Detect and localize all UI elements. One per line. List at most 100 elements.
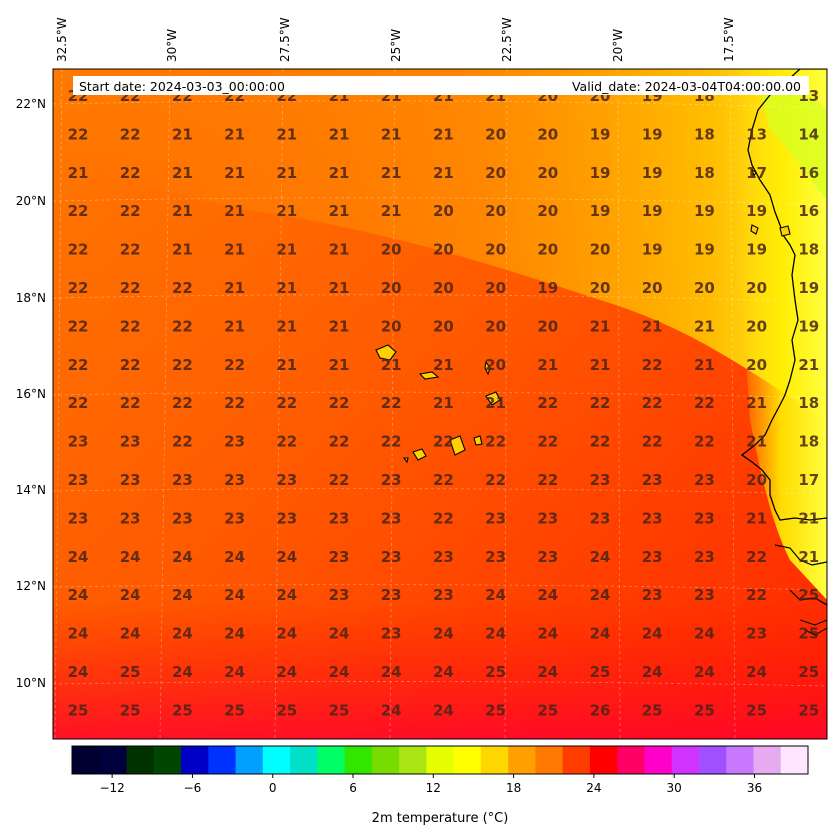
grid-value: 24 <box>381 701 402 719</box>
grid-value: 24 <box>694 663 715 681</box>
grid-value: 21 <box>68 164 89 182</box>
colorbar-swatch <box>153 746 182 774</box>
grid-value: 19 <box>590 202 611 220</box>
colorbar-tick-label: 12 <box>426 781 441 795</box>
grid-value: 16 <box>798 164 819 182</box>
grid-value: 22 <box>276 394 297 412</box>
grid-value: 23 <box>120 471 141 489</box>
grid-value: 23 <box>381 548 402 566</box>
grid-value: 24 <box>224 663 245 681</box>
grid-value: 25 <box>120 663 141 681</box>
colorbar-swatch <box>617 746 646 774</box>
grid-value: 20 <box>381 279 402 297</box>
grid-value: 21 <box>381 356 402 374</box>
colorbar-tick-label: 24 <box>586 781 601 795</box>
grid-value: 20 <box>485 202 506 220</box>
grid-value: 20 <box>485 125 506 143</box>
grid-value: 24 <box>433 625 454 643</box>
grid-value: 18 <box>798 241 819 259</box>
grid-value: 21 <box>224 279 245 297</box>
grid-value: 22 <box>329 471 350 489</box>
grid-value: 22 <box>120 317 141 335</box>
grid-value: 22 <box>224 394 245 412</box>
grid-value: 24 <box>276 586 297 604</box>
grid-value: 20 <box>485 164 506 182</box>
colorbar-swatch <box>290 746 318 774</box>
grid-value: 23 <box>120 433 141 451</box>
grid-value: 24 <box>537 625 558 643</box>
grid-value: 21 <box>798 548 819 566</box>
grid-value: 19 <box>642 164 663 182</box>
grid-value: 23 <box>329 548 350 566</box>
grid-value: 22 <box>172 356 193 374</box>
grid-value: 23 <box>381 586 402 604</box>
colorbar-label: 2m temperature (°C) <box>372 811 509 826</box>
grid-value: 21 <box>329 202 350 220</box>
grid-value: 21 <box>329 164 350 182</box>
grid-value: 23 <box>694 509 715 527</box>
grid-value: 20 <box>537 317 558 335</box>
grid-value: 24 <box>433 701 454 719</box>
grid-value: 19 <box>798 317 819 335</box>
grid-value: 14 <box>798 125 819 143</box>
grid-value: 22 <box>694 394 715 412</box>
grid-value: 22 <box>120 279 141 297</box>
grid-value: 24 <box>642 663 663 681</box>
colorbar-swatch <box>508 746 537 774</box>
colorbar-swatches <box>72 746 809 774</box>
grid-value: 17 <box>746 164 767 182</box>
grid-value: 20 <box>433 241 454 259</box>
grid-value: 23 <box>224 509 245 527</box>
grid-value: 21 <box>798 356 819 374</box>
colorbar-swatch <box>780 746 809 774</box>
grid-value: 23 <box>746 625 767 643</box>
grid-value: 20 <box>433 202 454 220</box>
graticule <box>53 69 827 739</box>
colorbar-swatch <box>698 746 727 774</box>
grid-value: 24 <box>120 625 141 643</box>
longitude-label: 17.5°W <box>722 17 736 62</box>
grid-value: 24 <box>120 586 141 604</box>
colorbar-swatch <box>426 746 455 774</box>
grid-value: 22 <box>537 394 558 412</box>
grid-value: 24 <box>433 663 454 681</box>
grid-value: 22 <box>485 433 506 451</box>
grid-value: 22 <box>68 317 89 335</box>
africa-coastline <box>740 69 827 521</box>
colorbar-tick-label: 36 <box>747 781 762 795</box>
cape-verde-islands <box>375 168 791 464</box>
grid-value: 23 <box>642 471 663 489</box>
grid-value: 25 <box>68 701 89 719</box>
grid-value: 21 <box>172 125 193 143</box>
colorbar-swatch <box>562 746 591 774</box>
grid-value: 24 <box>68 586 89 604</box>
grid-value: 21 <box>798 509 819 527</box>
grid-value: 22 <box>329 433 350 451</box>
colorbar-swatch <box>344 746 373 774</box>
colorbar-swatch <box>99 746 128 774</box>
grid-value: 21 <box>381 125 402 143</box>
grid-value: 21 <box>329 125 350 143</box>
grid-value: 19 <box>642 241 663 259</box>
grid-value: 25 <box>485 663 506 681</box>
colorbar-tick-label: −6 <box>184 781 202 795</box>
grid-value: 19 <box>798 279 819 297</box>
grid-value: 24 <box>590 625 611 643</box>
latitude-label: 10°N <box>16 676 46 690</box>
longitude-label: 30°W <box>165 29 179 62</box>
grid-value: 26 <box>590 701 611 719</box>
grid-value: 19 <box>746 241 767 259</box>
grid-value: 20 <box>537 125 558 143</box>
grid-value: 23 <box>172 509 193 527</box>
grid-value: 21 <box>329 279 350 297</box>
colorbar-tick-label: −12 <box>99 781 124 795</box>
grid-value: 21 <box>172 202 193 220</box>
grid-value: 23 <box>642 509 663 527</box>
grid-value: 25 <box>485 701 506 719</box>
grid-value: 22 <box>172 279 193 297</box>
colorbar-swatch <box>235 746 264 774</box>
grid-value: 23 <box>68 471 89 489</box>
grid-value: 20 <box>746 471 767 489</box>
grid-value: 19 <box>537 279 558 297</box>
